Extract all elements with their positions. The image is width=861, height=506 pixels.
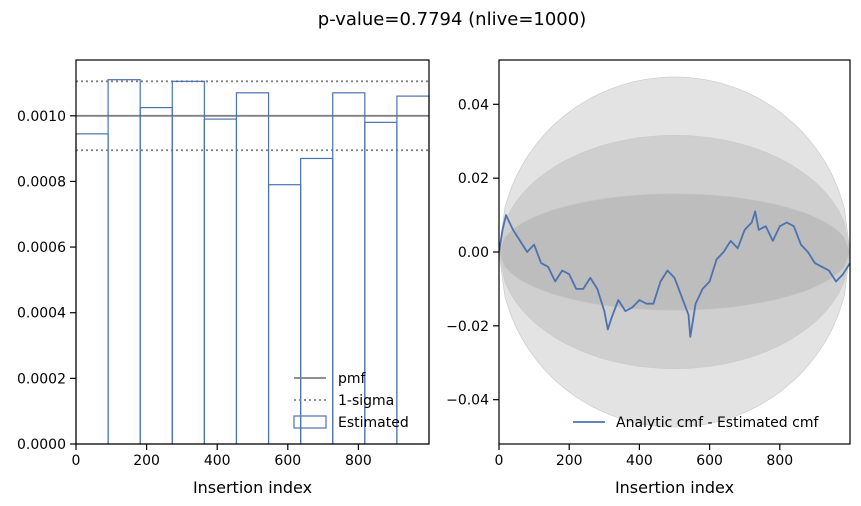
left-chart: 0.0000 0.0002 0.0004 0.0006 0.0008 0.0010 0 20… bbox=[17, 59, 430, 497]
left-y-ticks: 0.0000 0.0002 0.0004 0.0006 0.0008 0.0010 bbox=[17, 109, 76, 453]
left-x-axis-label: Insertion index bbox=[193, 478, 312, 497]
series-line-0 bbox=[499, 210, 850, 338]
legend-cmf-label: Analytic cmf - Estimated cmf bbox=[616, 415, 819, 431]
y-tick-label: 0.0006 bbox=[17, 240, 66, 256]
y-tick-label: 0.0000 bbox=[17, 437, 66, 453]
right-x-ticks: 0 200 400 600 800 bbox=[495, 444, 793, 469]
histogram-bar bbox=[203, 118, 238, 445]
legend-sigma-label: 1-sigma bbox=[338, 393, 394, 409]
right-y-ticks: −0.04 −0.02 0.00 0.02 0.04 bbox=[446, 97, 499, 409]
left-axes-frame bbox=[75, 59, 430, 445]
y-tick-label: −0.04 bbox=[446, 393, 489, 409]
sigma-bands bbox=[499, 76, 850, 428]
histogram-bar bbox=[396, 95, 430, 445]
histogram-bar bbox=[171, 80, 205, 445]
cmf-difference-line bbox=[499, 210, 850, 338]
histogram-bar bbox=[139, 106, 173, 445]
x-tick-label: 0 bbox=[495, 453, 504, 469]
legend-estimated-label: Estimated bbox=[338, 415, 409, 431]
y-tick-label: 0.0010 bbox=[17, 109, 66, 125]
estimated-histogram bbox=[75, 79, 430, 445]
histogram-bar bbox=[300, 157, 334, 445]
y-tick-label: 0.00 bbox=[458, 245, 489, 261]
x-tick-label: 800 bbox=[345, 453, 372, 469]
y-tick-label: 0.04 bbox=[458, 97, 489, 113]
y-tick-label: 0.0002 bbox=[17, 371, 66, 387]
sigma-lines bbox=[76, 80, 429, 152]
x-tick-label: 600 bbox=[696, 453, 723, 469]
figure-title: p-value=0.7794 (nlive=1000) bbox=[318, 9, 586, 30]
histogram-bar bbox=[332, 92, 366, 445]
x-tick-label: 400 bbox=[626, 453, 653, 469]
y-tick-label: 0.02 bbox=[458, 171, 489, 187]
left-legend: pmf 1-sigma Estimated bbox=[293, 371, 409, 431]
legend-estimated-swatch bbox=[293, 415, 327, 429]
histogram-bar bbox=[235, 92, 270, 445]
x-tick-label: 0 bbox=[72, 453, 81, 469]
y-tick-label: 0.0008 bbox=[17, 174, 66, 190]
x-tick-label: 200 bbox=[556, 453, 583, 469]
right-chart: −0.04 −0.02 0.00 0.02 0.04 0 200 400 600 800 Ins… bbox=[446, 59, 851, 497]
left-x-ticks: 0 200 400 600 800 bbox=[72, 444, 372, 469]
histogram-bar bbox=[75, 133, 109, 445]
right-legend: Analytic cmf - Estimated cmf bbox=[573, 415, 819, 431]
histogram-bar bbox=[267, 184, 302, 445]
x-tick-label: 800 bbox=[766, 453, 793, 469]
legend-pmf-label: pmf bbox=[338, 371, 367, 387]
y-tick-label: −0.02 bbox=[446, 319, 489, 335]
y-tick-label: 0.0004 bbox=[17, 306, 66, 322]
x-tick-label: 400 bbox=[204, 453, 231, 469]
sigma-band-1 bbox=[499, 193, 850, 311]
x-tick-label: 600 bbox=[274, 453, 301, 469]
histogram-bar bbox=[107, 79, 141, 445]
x-tick-label: 200 bbox=[133, 453, 160, 469]
right-x-axis-label: Insertion index bbox=[615, 478, 734, 497]
